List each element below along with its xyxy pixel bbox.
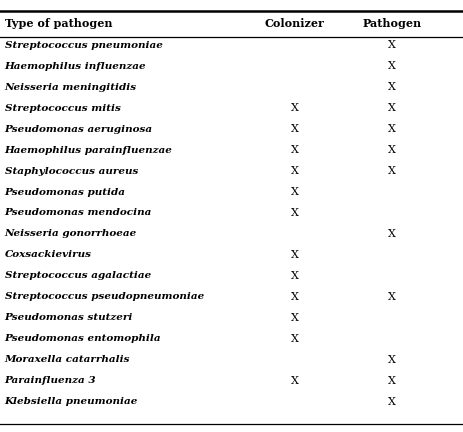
Text: Neisseria gonorrhoeae: Neisseria gonorrhoeae: [5, 229, 137, 238]
Text: Pseudomonas entomophila: Pseudomonas entomophila: [5, 334, 161, 343]
Text: Streptococcus pseudopneumoniae: Streptococcus pseudopneumoniae: [5, 292, 203, 301]
Text: X: X: [290, 208, 298, 218]
Text: X: X: [290, 166, 298, 176]
Text: Colonizer: Colonizer: [264, 18, 324, 29]
Text: X: X: [290, 250, 298, 260]
Text: Type of pathogen: Type of pathogen: [5, 18, 112, 29]
Text: X: X: [388, 124, 395, 134]
Text: Haemophilus influenzae: Haemophilus influenzae: [5, 62, 146, 71]
Text: X: X: [388, 375, 395, 386]
Text: X: X: [388, 103, 395, 113]
Text: Pseudomonas putida: Pseudomonas putida: [5, 187, 125, 197]
Text: Neisseria meningitidis: Neisseria meningitidis: [5, 83, 137, 92]
Text: X: X: [388, 355, 395, 365]
Text: Streptococcus agalactiae: Streptococcus agalactiae: [5, 271, 150, 280]
Text: X: X: [290, 271, 298, 281]
Text: Moraxella catarrhalis: Moraxella catarrhalis: [5, 355, 130, 364]
Text: Klebsiella pneumoniae: Klebsiella pneumoniae: [5, 397, 138, 406]
Text: X: X: [290, 375, 298, 386]
Text: X: X: [388, 166, 395, 176]
Text: X: X: [290, 145, 298, 155]
Text: X: X: [290, 103, 298, 113]
Text: X: X: [290, 187, 298, 197]
Text: X: X: [388, 40, 395, 51]
Text: X: X: [388, 397, 395, 407]
Text: X: X: [388, 61, 395, 71]
Text: Streptococcus mitis: Streptococcus mitis: [5, 104, 120, 113]
Text: Haemophilus parainfluenzae: Haemophilus parainfluenzae: [5, 146, 172, 155]
Text: Staphylococcus aureus: Staphylococcus aureus: [5, 167, 138, 175]
Text: Pseudomonas aeruginosa: Pseudomonas aeruginosa: [5, 125, 152, 133]
Text: Parainfluenza 3: Parainfluenza 3: [5, 376, 96, 385]
Text: X: X: [290, 313, 298, 323]
Text: Streptococcus pneumoniae: Streptococcus pneumoniae: [5, 41, 162, 50]
Text: X: X: [290, 124, 298, 134]
Text: X: X: [388, 145, 395, 155]
Text: X: X: [290, 292, 298, 302]
Text: Coxsackievirus: Coxsackievirus: [5, 251, 92, 259]
Text: X: X: [290, 334, 298, 344]
Text: Pseudomonas mendocina: Pseudomonas mendocina: [5, 209, 152, 217]
Text: X: X: [388, 229, 395, 239]
Text: X: X: [388, 82, 395, 92]
Text: Pseudomonas stutzeri: Pseudomonas stutzeri: [5, 313, 133, 322]
Text: X: X: [388, 292, 395, 302]
Text: Pathogen: Pathogen: [362, 18, 421, 29]
